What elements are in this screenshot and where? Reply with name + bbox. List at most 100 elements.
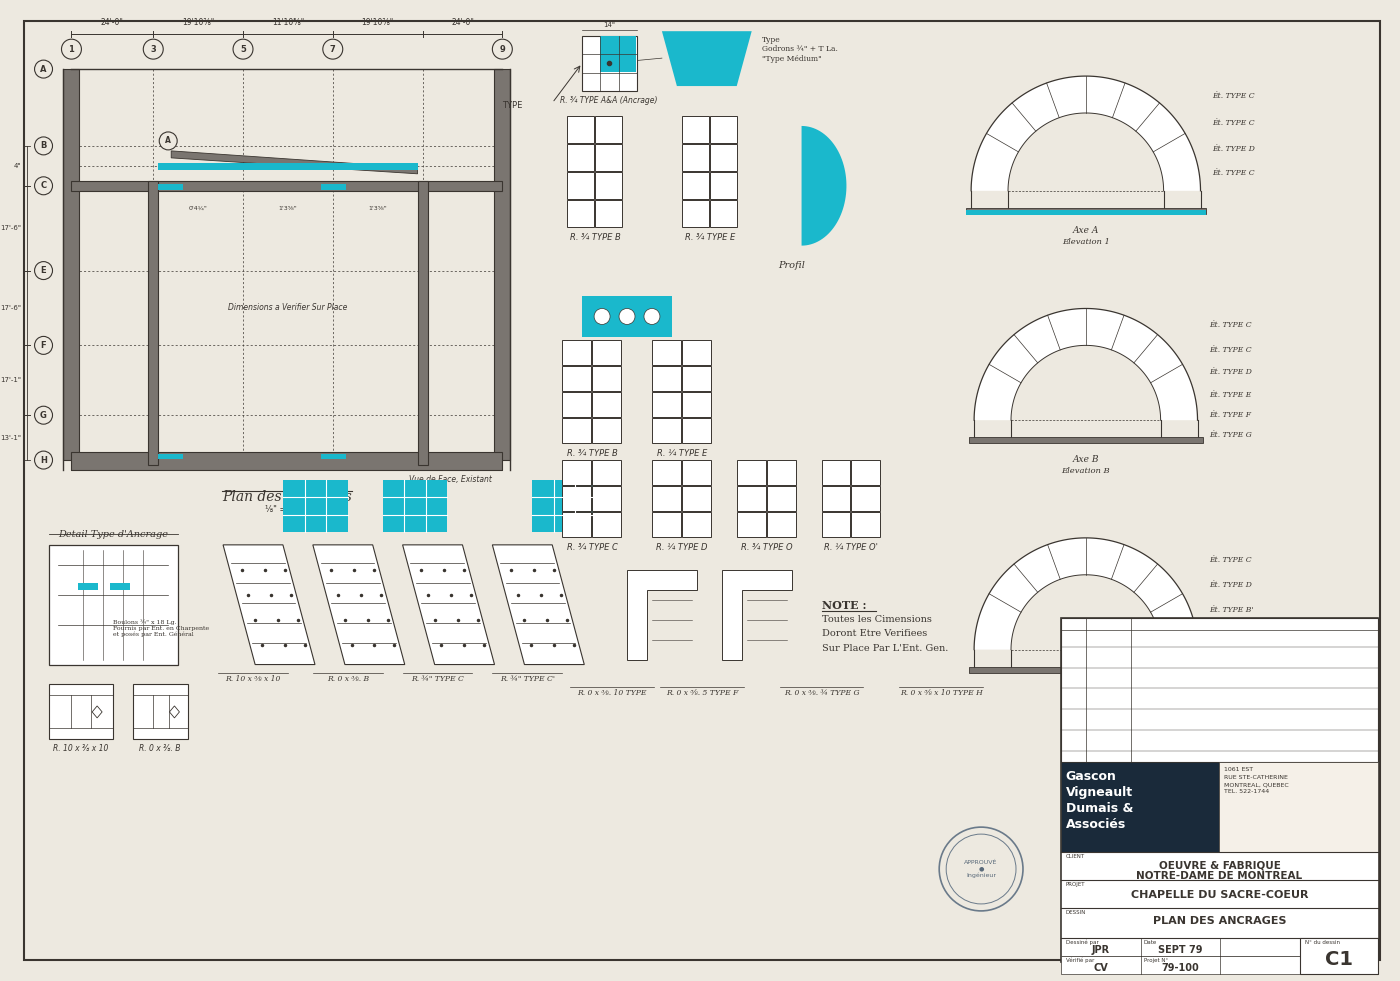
Text: 06-12-73: 06-12-73	[1089, 653, 1117, 658]
Circle shape	[644, 308, 659, 325]
Bar	[710, 200, 736, 227]
Bar	[1301, 938, 1378, 974]
Bar	[966, 208, 1205, 214]
Text: 19'10⅜": 19'10⅜"	[182, 19, 214, 27]
Text: R. 0 x ⅜. ¾ TYPE G: R. 0 x ⅜. ¾ TYPE G	[784, 690, 860, 697]
Circle shape	[35, 137, 53, 155]
Circle shape	[35, 60, 53, 78]
Text: Gascon: Gascon	[1065, 770, 1117, 783]
Text: Toutes les Cimensions
Doront Etre Verifiees
Sur Place Par L'Ent. Gen.: Toutes les Cimensions Doront Etre Verifi…	[822, 615, 948, 653]
Bar	[148, 181, 158, 465]
Text: 4": 4"	[14, 163, 21, 169]
Bar	[592, 392, 622, 417]
Bar	[1061, 762, 1219, 852]
Text: 19'10⅜": 19'10⅜"	[361, 19, 393, 27]
Bar	[601, 36, 636, 72]
Bar	[592, 366, 622, 391]
Bar	[567, 172, 594, 199]
Text: PLAN DES ANCRAGES: PLAN DES ANCRAGES	[1152, 916, 1287, 926]
Circle shape	[143, 39, 164, 59]
Text: 25-01-80: 25-01-80	[1089, 633, 1117, 638]
Bar	[111, 583, 130, 590]
Text: PROJET: PROJET	[1065, 882, 1085, 887]
Polygon shape	[223, 544, 315, 664]
Text: 1'3⅝": 1'3⅝"	[279, 206, 297, 211]
Text: Dimensions a Verifier Sur Place: Dimensions a Verifier Sur Place	[228, 303, 347, 313]
Bar	[851, 460, 881, 485]
Bar	[595, 144, 622, 171]
Text: 24'-0": 24'-0"	[101, 19, 123, 27]
Bar	[652, 460, 680, 485]
Text: 1'3⅝": 1'3⅝"	[368, 206, 386, 211]
Bar	[133, 685, 188, 740]
Text: Vigneault: Vigneault	[1065, 786, 1133, 800]
Text: 2: 2	[1065, 696, 1070, 700]
Bar	[563, 512, 591, 537]
Bar	[682, 460, 711, 485]
Text: Description: Description	[1134, 621, 1173, 627]
Bar	[736, 486, 766, 511]
Text: A: A	[165, 136, 171, 145]
Text: Ét. TYPE C: Ét. TYPE C	[1210, 322, 1252, 330]
Bar	[563, 486, 591, 511]
Text: 0'4¼": 0'4¼"	[189, 206, 207, 211]
Text: APPROUVÉ
●
Ingénieur: APPROUVÉ ● Ingénieur	[965, 860, 998, 878]
Polygon shape	[171, 151, 417, 174]
Text: 14": 14"	[603, 23, 615, 28]
Text: Date: Date	[1089, 621, 1106, 627]
Bar	[1061, 618, 1378, 762]
Text: H: H	[41, 455, 48, 465]
Text: Ét. TYPE C: Ét. TYPE C	[1212, 92, 1256, 100]
Text: CV: CV	[1093, 962, 1109, 973]
Bar	[652, 340, 680, 365]
Bar	[49, 685, 113, 740]
Polygon shape	[403, 544, 494, 664]
Bar	[494, 69, 511, 460]
Text: 9: 9	[500, 45, 505, 54]
Bar	[767, 460, 795, 485]
Text: NOTRE-DAME DE MONTREAL: NOTRE-DAME DE MONTREAL	[1137, 871, 1302, 881]
Text: 5: 5	[239, 45, 246, 54]
Text: R. ¾" TYPE C: R. ¾" TYPE C	[412, 675, 463, 683]
Text: Profil: Profil	[778, 261, 805, 270]
Bar	[563, 460, 591, 485]
Circle shape	[62, 39, 81, 59]
Text: 1: 1	[1065, 716, 1070, 721]
Text: Type
Godrons ¾" + T La.
"Type Médium": Type Godrons ¾" + T La. "Type Médium"	[762, 36, 837, 63]
Bar	[417, 181, 427, 465]
Bar	[710, 172, 736, 199]
Text: R. 0 x ⅜. B: R. 0 x ⅜. B	[140, 745, 181, 753]
Bar	[767, 512, 795, 537]
Bar	[969, 666, 1203, 673]
Text: Ét. TYPE B': Ét. TYPE B'	[1210, 605, 1254, 614]
Text: Associés: Associés	[1065, 818, 1126, 831]
Text: CLIENT: CLIENT	[1065, 854, 1085, 859]
Bar	[652, 512, 680, 537]
Text: 17'-6": 17'-6"	[0, 226, 21, 232]
Polygon shape	[627, 570, 697, 659]
Polygon shape	[493, 544, 584, 664]
Text: 13'-1": 13'-1"	[0, 435, 21, 440]
Text: 17'-6": 17'-6"	[0, 305, 21, 311]
Bar	[592, 340, 622, 365]
Bar	[682, 144, 708, 171]
Bar	[969, 438, 1203, 443]
Text: R. 0 x ⅜. B: R. 0 x ⅜. B	[326, 675, 368, 683]
Text: R. ¾ TYPE B: R. ¾ TYPE B	[570, 232, 620, 241]
Bar	[682, 340, 711, 365]
Text: 24'-0": 24'-0"	[451, 19, 473, 27]
Bar	[49, 544, 178, 664]
Text: 11'10⅝": 11'10⅝"	[272, 19, 304, 27]
Text: B: B	[41, 141, 46, 150]
Bar	[158, 454, 183, 459]
Bar	[682, 486, 711, 511]
Text: Axe A: Axe A	[1072, 226, 1099, 234]
Text: CHAPELLE DU SACRE-COEUR: CHAPELLE DU SACRE-COEUR	[1131, 890, 1308, 900]
Text: REVISION AXES PT & PT: REVISION AXES PT & PT	[1134, 633, 1208, 638]
Bar	[1219, 762, 1378, 852]
Text: 17'-1": 17'-1"	[0, 378, 21, 384]
Text: Elevation 3: Elevation 3	[1060, 685, 1112, 694]
Circle shape	[160, 131, 178, 150]
Bar	[1061, 955, 1378, 974]
Text: E: E	[41, 266, 46, 275]
